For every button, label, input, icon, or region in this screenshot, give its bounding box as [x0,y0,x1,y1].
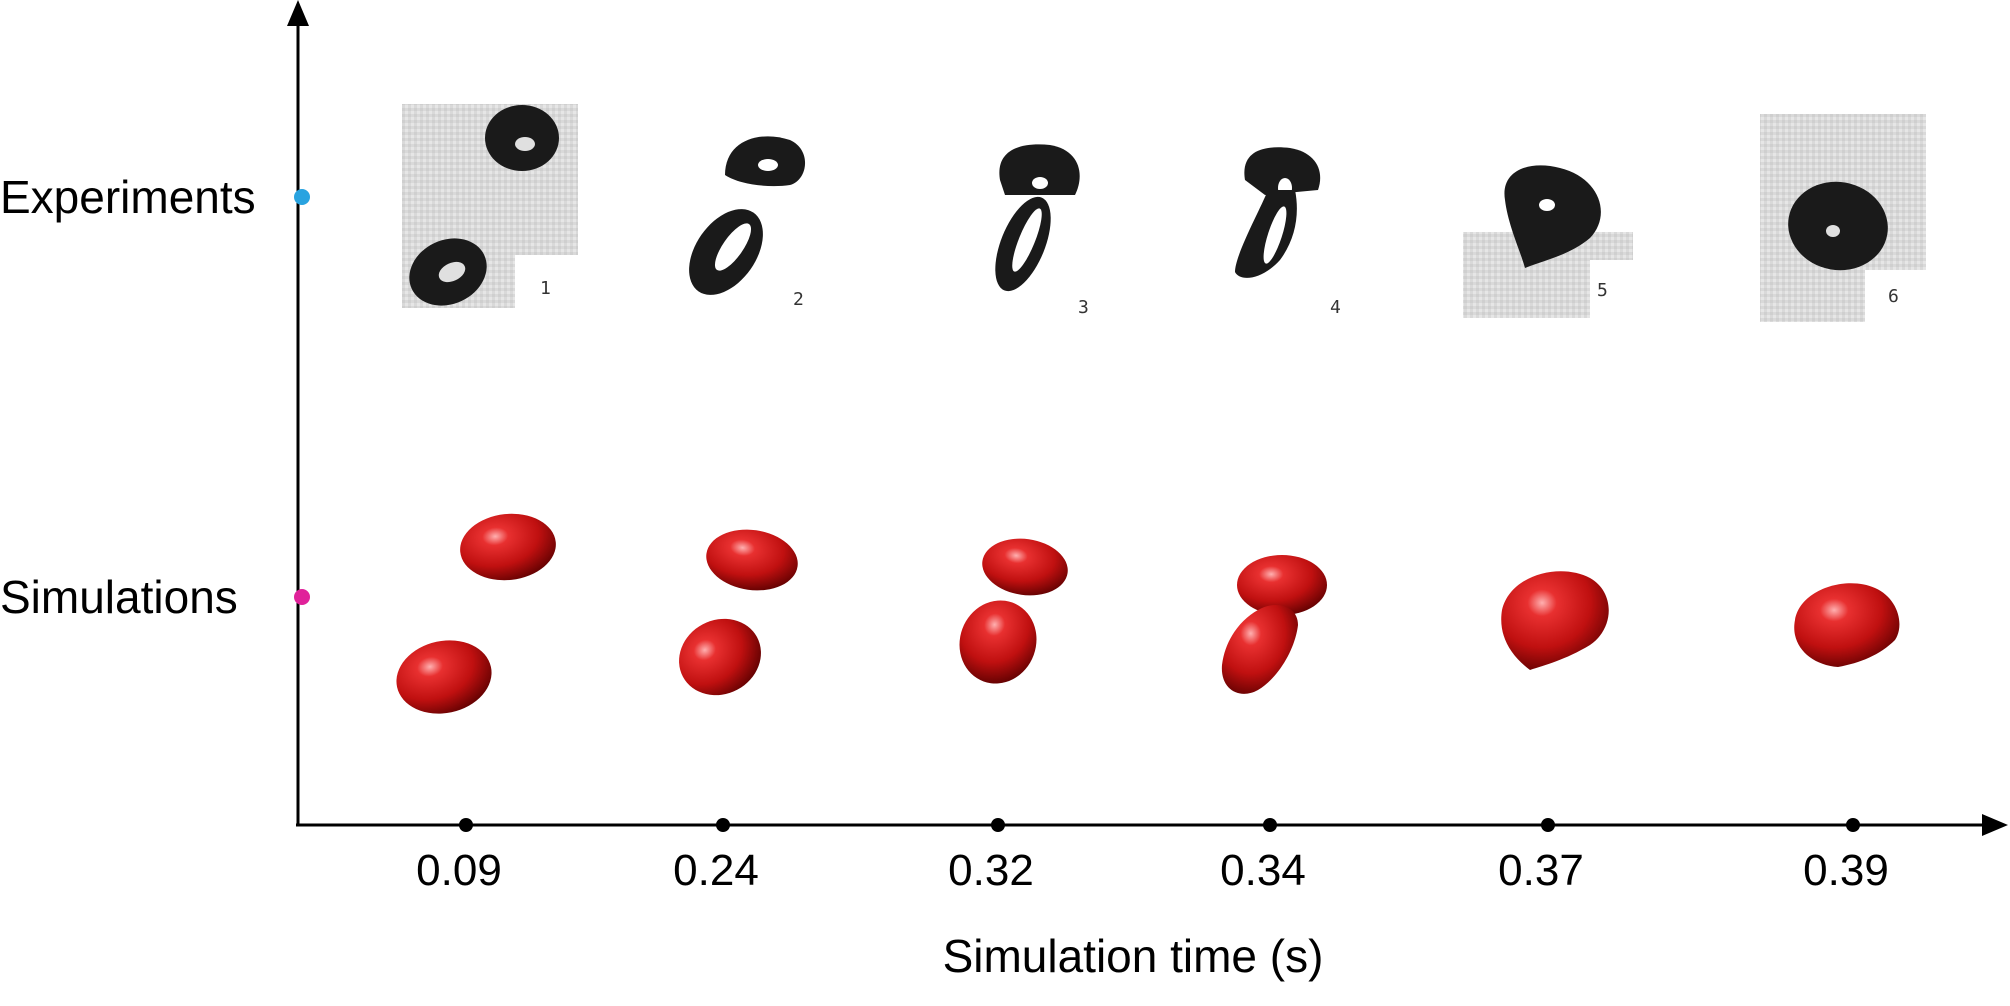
x-tick-label: 0.09 [416,846,502,895]
simulation-row [396,513,1900,714]
experiment-row: 1 2 3 4 [402,104,1926,322]
y-axis-arrow [287,0,309,26]
x-tick-label: 0.24 [673,846,759,895]
x-tick-label: 0.32 [948,846,1034,895]
simulation-frame-3 [959,538,1068,684]
x-ticks: 0.09 0.24 0.32 0.34 0.37 0.39 [416,818,1889,895]
x-tick-mark [1846,818,1860,832]
frame-number: 3 [1078,297,1089,318]
x-tick-mark [991,818,1005,832]
experiment-frame-5: 5 [1463,165,1633,318]
experiment-frame-3: 3 [995,144,1089,318]
frame-number: 6 [1888,286,1899,307]
x-axis-arrow [1982,814,2008,836]
x-tick-label: 0.34 [1220,846,1306,895]
row-labels: Experiments Simulations [0,171,310,623]
simulation-frame-1 [396,513,556,714]
x-tick-label: 0.37 [1498,846,1584,895]
x-tick-label: 0.39 [1803,846,1889,895]
frame-number: 2 [793,289,804,310]
row-label-experiments: Experiments [0,171,256,223]
simulations-marker [294,589,310,605]
simulation-frame-2 [679,529,798,696]
experiment-frame-6: 6 [1760,114,1926,322]
experiment-frame-2: 2 [689,136,806,310]
x-axis-title: Simulation time (s) [943,930,1324,982]
experiment-frame-1: 1 [402,104,578,308]
simulation-frame-6 [1794,583,1900,667]
x-tick-mark [1263,818,1277,832]
experiments-marker [294,189,310,205]
frame-number: 1 [540,278,551,299]
frame-number: 5 [1597,280,1608,301]
row-label-simulations: Simulations [0,571,238,623]
x-tick-mark [1541,818,1555,832]
frame-number: 4 [1330,297,1341,318]
x-tick-mark [716,818,730,832]
simulation-frame-4 [1221,555,1327,694]
simulation-frame-5 [1501,571,1609,670]
x-tick-mark [459,818,473,832]
axes [287,0,2008,836]
experiment-frame-4: 4 [1235,147,1341,318]
